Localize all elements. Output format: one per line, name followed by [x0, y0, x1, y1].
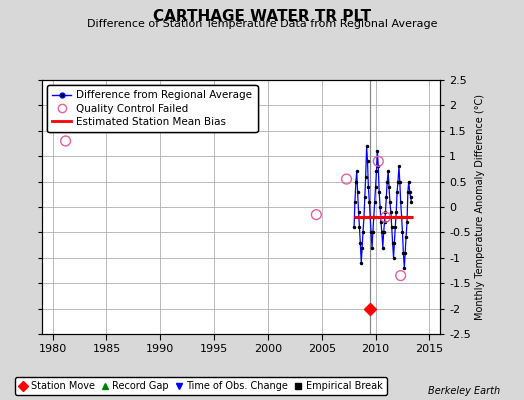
- Point: [381, 214, 390, 220]
- Difference from Regional Average: [402, 250, 408, 255]
- Difference from Regional Average: [365, 184, 372, 189]
- Line: Difference from Regional Average: Difference from Regional Average: [354, 146, 411, 268]
- Difference from Regional Average: [364, 144, 370, 148]
- Point: [312, 212, 321, 218]
- Difference from Regional Average: [369, 245, 375, 250]
- Difference from Regional Average: [407, 189, 413, 194]
- Point: [342, 176, 351, 182]
- Point: [374, 158, 383, 164]
- Y-axis label: Monthly Temperature Anomaly Difference (°C): Monthly Temperature Anomaly Difference (…: [475, 94, 485, 320]
- Text: Difference of Station Temperature Data from Regional Average: Difference of Station Temperature Data f…: [87, 19, 437, 29]
- Difference from Regional Average: [376, 189, 383, 194]
- Text: Berkeley Earth: Berkeley Earth: [428, 386, 500, 396]
- Text: CARTHAGE WATER TR PLT: CARTHAGE WATER TR PLT: [153, 9, 371, 24]
- Difference from Regional Average: [351, 225, 357, 230]
- Difference from Regional Average: [381, 220, 388, 225]
- Point: [61, 138, 70, 144]
- Difference from Regional Average: [408, 200, 414, 204]
- Point: [397, 272, 405, 279]
- Legend: Difference from Regional Average, Quality Control Failed, Estimated Station Mean: Difference from Regional Average, Qualit…: [47, 85, 257, 132]
- Legend: Station Move, Record Gap, Time of Obs. Change, Empirical Break: Station Move, Record Gap, Time of Obs. C…: [15, 377, 387, 395]
- Difference from Regional Average: [401, 266, 408, 270]
- Point: [51, 118, 59, 124]
